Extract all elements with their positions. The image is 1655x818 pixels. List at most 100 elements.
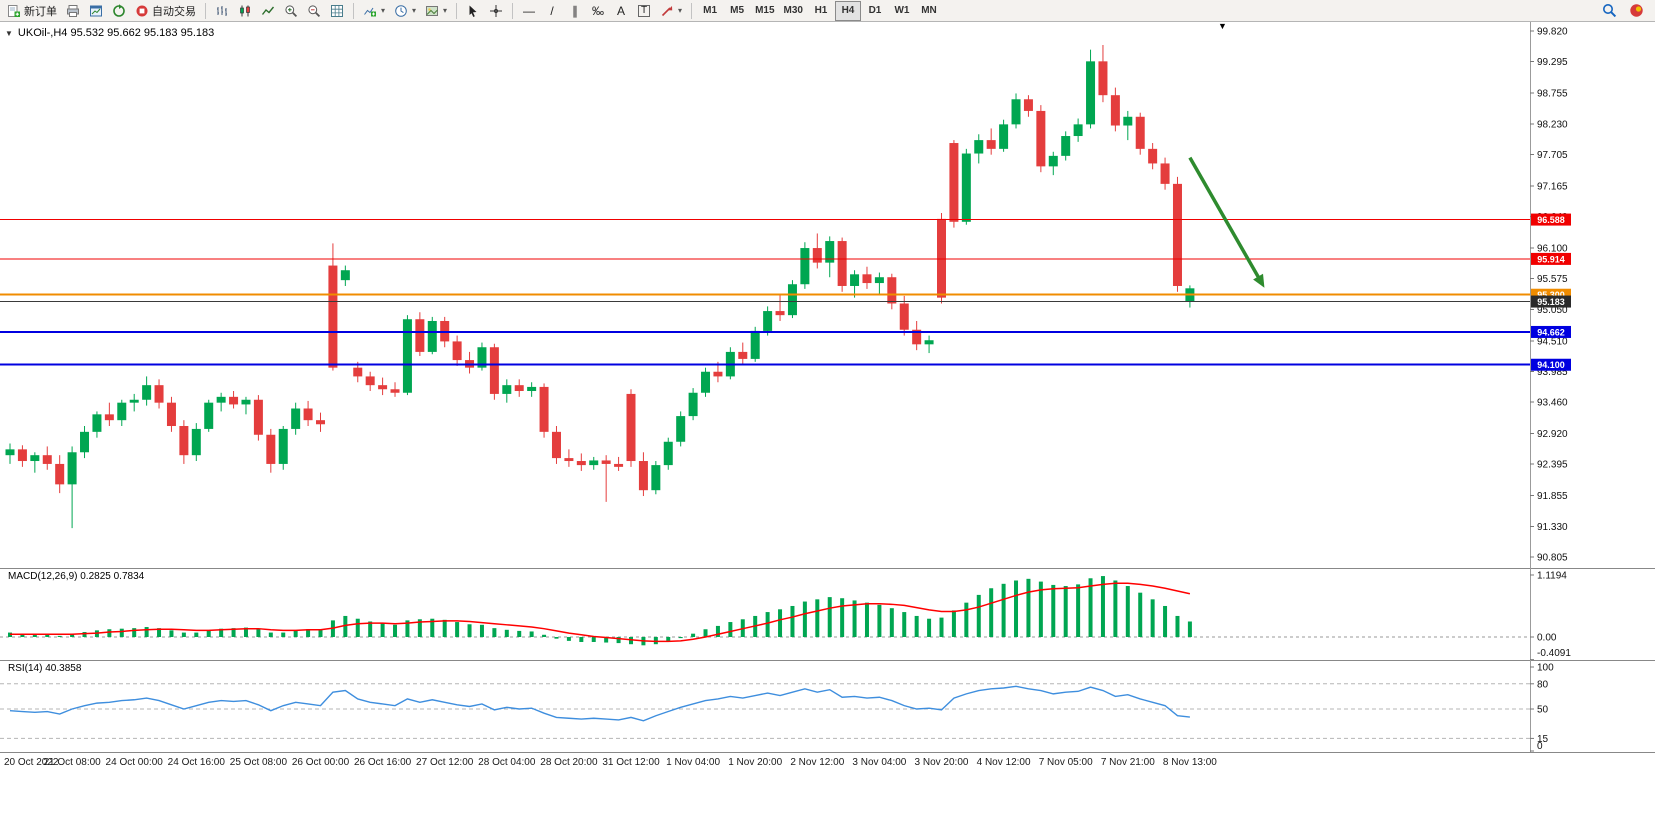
candlestick-icon <box>240 5 250 16</box>
chevron-down-icon: ▾ <box>678 6 683 15</box>
cursor-icon <box>469 5 477 17</box>
toolbar-separator <box>691 2 693 19</box>
svg-text:96.100: 96.100 <box>1537 244 1568 255</box>
svg-text:94.662: 94.662 <box>1537 327 1565 337</box>
line-chart-icon <box>261 6 275 15</box>
cursor-button[interactable] <box>462 1 484 21</box>
crosshair-button[interactable] <box>485 1 507 21</box>
toolbar-separator <box>353 2 354 19</box>
new-order-button[interactable]: 新订单 <box>3 1 61 21</box>
svg-text:95.575: 95.575 <box>1537 274 1568 285</box>
trendline-tool-button[interactable]: / <box>541 1 563 21</box>
time-axis-label: 28 Oct 04:00 <box>478 757 536 768</box>
trendline-icon: / <box>550 3 554 18</box>
chart-shift-marker[interactable]: ▼ <box>1218 21 1227 31</box>
rsi-canvas[interactable]: 100 80 50 150 <box>0 660 1655 752</box>
macd-panel[interactable]: 1.1194 0.00 -0.4091 MACD(12,26,9) 0.2825 0… <box>0 568 1655 660</box>
label-tool-button[interactable]: T <box>633 1 655 21</box>
search-button[interactable] <box>1598 1 1621 21</box>
grid-icon <box>331 4 343 17</box>
time-axis-label: 2 Nov 12:00 <box>790 757 845 768</box>
time-axis-label: 31 Oct 12:00 <box>602 757 660 768</box>
grid-button[interactable] <box>326 1 348 21</box>
zoom-out-icon <box>308 4 321 17</box>
svg-text:97.165: 97.165 <box>1537 181 1568 192</box>
channel-tool-button[interactable]: ∥ <box>564 1 586 21</box>
timeframe-m15-button[interactable]: M15 <box>751 1 778 21</box>
chart-window-icon <box>90 5 102 16</box>
print-button[interactable] <box>62 1 84 21</box>
time-axis-label: 26 Oct 16:00 <box>353 757 412 768</box>
time-axis[interactable]: 20 Oct 2022 21 Oct 08:00 24 Oct 00:00 24 Oc… <box>0 752 1655 772</box>
auto-trading-label: 自动交易 <box>152 5 196 18</box>
svg-text:92.920: 92.920 <box>1537 429 1568 440</box>
svg-text:94.510: 94.510 <box>1537 336 1568 347</box>
svg-text:1.1194: 1.1194 <box>1537 570 1567 581</box>
timeframe-m30-button[interactable]: M30 <box>780 1 807 21</box>
refresh-button[interactable] <box>108 1 130 21</box>
time-axis-label: 21 Oct 08:00 <box>43 757 101 768</box>
bar-chart-button[interactable] <box>211 1 233 21</box>
macd-signal-line <box>10 582 1191 643</box>
timeframe-m1-button[interactable]: M1 <box>697 1 723 21</box>
community-button[interactable] <box>1625 1 1648 21</box>
svg-text:80: 80 <box>1537 679 1549 690</box>
templates-button[interactable]: ▾ <box>421 1 451 21</box>
time-axis-label: 7 Nov 05:00 <box>1038 757 1093 768</box>
crosshair-icon <box>490 4 503 17</box>
svg-text:98.230: 98.230 <box>1537 119 1568 130</box>
timeframe-h1-button[interactable]: H1 <box>808 1 834 21</box>
price-axis: 99.82099.29598.75598.23097.70597.16596.6… <box>1530 22 1568 568</box>
fibonacci-tool-button[interactable]: ‰ <box>587 1 609 21</box>
svg-text:100: 100 <box>1537 663 1554 674</box>
svg-text:91.330: 91.330 <box>1537 522 1568 533</box>
svg-text:93.985: 93.985 <box>1537 367 1568 378</box>
auto-trading-button[interactable]: 自动交易 <box>131 1 200 21</box>
rsi-line <box>9 685 1190 722</box>
zoom-out-button[interactable] <box>303 1 325 21</box>
indicators-button[interactable]: ▾ <box>359 1 389 21</box>
svg-text:98.755: 98.755 <box>1537 89 1568 100</box>
hline-tool-button[interactable]: — <box>518 1 540 21</box>
macd-label: MACD(12,26,9) 0.2825 0.7834 <box>8 571 145 582</box>
auto-trading-icon <box>136 5 148 16</box>
chart-title-text: UKOil-,H4 95.532 95.662 95.183 95.183 <box>17 27 215 39</box>
svg-text:91.855: 91.855 <box>1537 491 1568 502</box>
timeframe-w1-button[interactable]: W1 <box>889 1 915 21</box>
svg-text:95.914: 95.914 <box>1537 254 1565 264</box>
time-axis-label: 7 Nov 21:00 <box>1100 757 1155 768</box>
macd-canvas[interactable]: 1.1194 0.00 -0.4091 <box>0 568 1655 660</box>
price-chart-panel[interactable]: 99.82099.29598.75598.23097.70597.16596.6… <box>0 21 1655 568</box>
rsi-panel[interactable]: 100 80 50 15 0 RSI(14) 40.3858 <box>0 660 1655 752</box>
candlestick-button[interactable] <box>234 1 256 21</box>
collapse-icon[interactable]: ▼ <box>5 28 13 38</box>
line-chart-button[interactable] <box>257 1 279 21</box>
clock-icon <box>395 4 407 17</box>
macd-histogram <box>8 576 1192 646</box>
indicators-icon <box>364 7 376 16</box>
text-tool-button[interactable]: A <box>610 1 632 21</box>
arrows-tool-button[interactable]: ▾ <box>656 1 686 21</box>
timeframe-label: M1 <box>703 5 718 16</box>
chart-window-button[interactable] <box>85 1 107 21</box>
svg-text:0: 0 <box>1537 741 1543 752</box>
time-axis-label: 8 Nov 13:00 <box>1162 757 1217 768</box>
timeframe-h4-button[interactable]: H4 <box>834 0 861 21</box>
label-tool-icon: T <box>637 4 651 17</box>
price-chart-canvas[interactable]: 99.82099.29598.75598.23097.70597.16596.6… <box>0 22 1655 568</box>
time-axis-label: 20 Oct 2022 <box>4 757 59 768</box>
svg-text:95.050: 95.050 <box>1537 305 1568 316</box>
timeframe-mn-button[interactable]: MN <box>916 1 942 21</box>
timeframe-d1-button[interactable]: D1 <box>862 1 888 21</box>
time-axis-label: 3 Nov 04:00 <box>852 757 907 768</box>
zoom-in-button[interactable] <box>280 1 302 21</box>
svg-text:93.460: 93.460 <box>1537 398 1568 409</box>
time-axis-label: 25 Oct 08:00 <box>229 757 288 768</box>
time-axis-label: 26 Oct 00:00 <box>291 757 350 768</box>
time-axis-label: 1 Nov 20:00 <box>728 757 783 768</box>
toolbar-separator <box>205 2 206 19</box>
timeframe-label: D1 <box>868 5 882 16</box>
timeframe-m5-button[interactable]: M5 <box>724 1 750 21</box>
periods-button[interactable]: ▾ <box>390 1 420 21</box>
svg-text:97.705: 97.705 <box>1537 150 1568 161</box>
